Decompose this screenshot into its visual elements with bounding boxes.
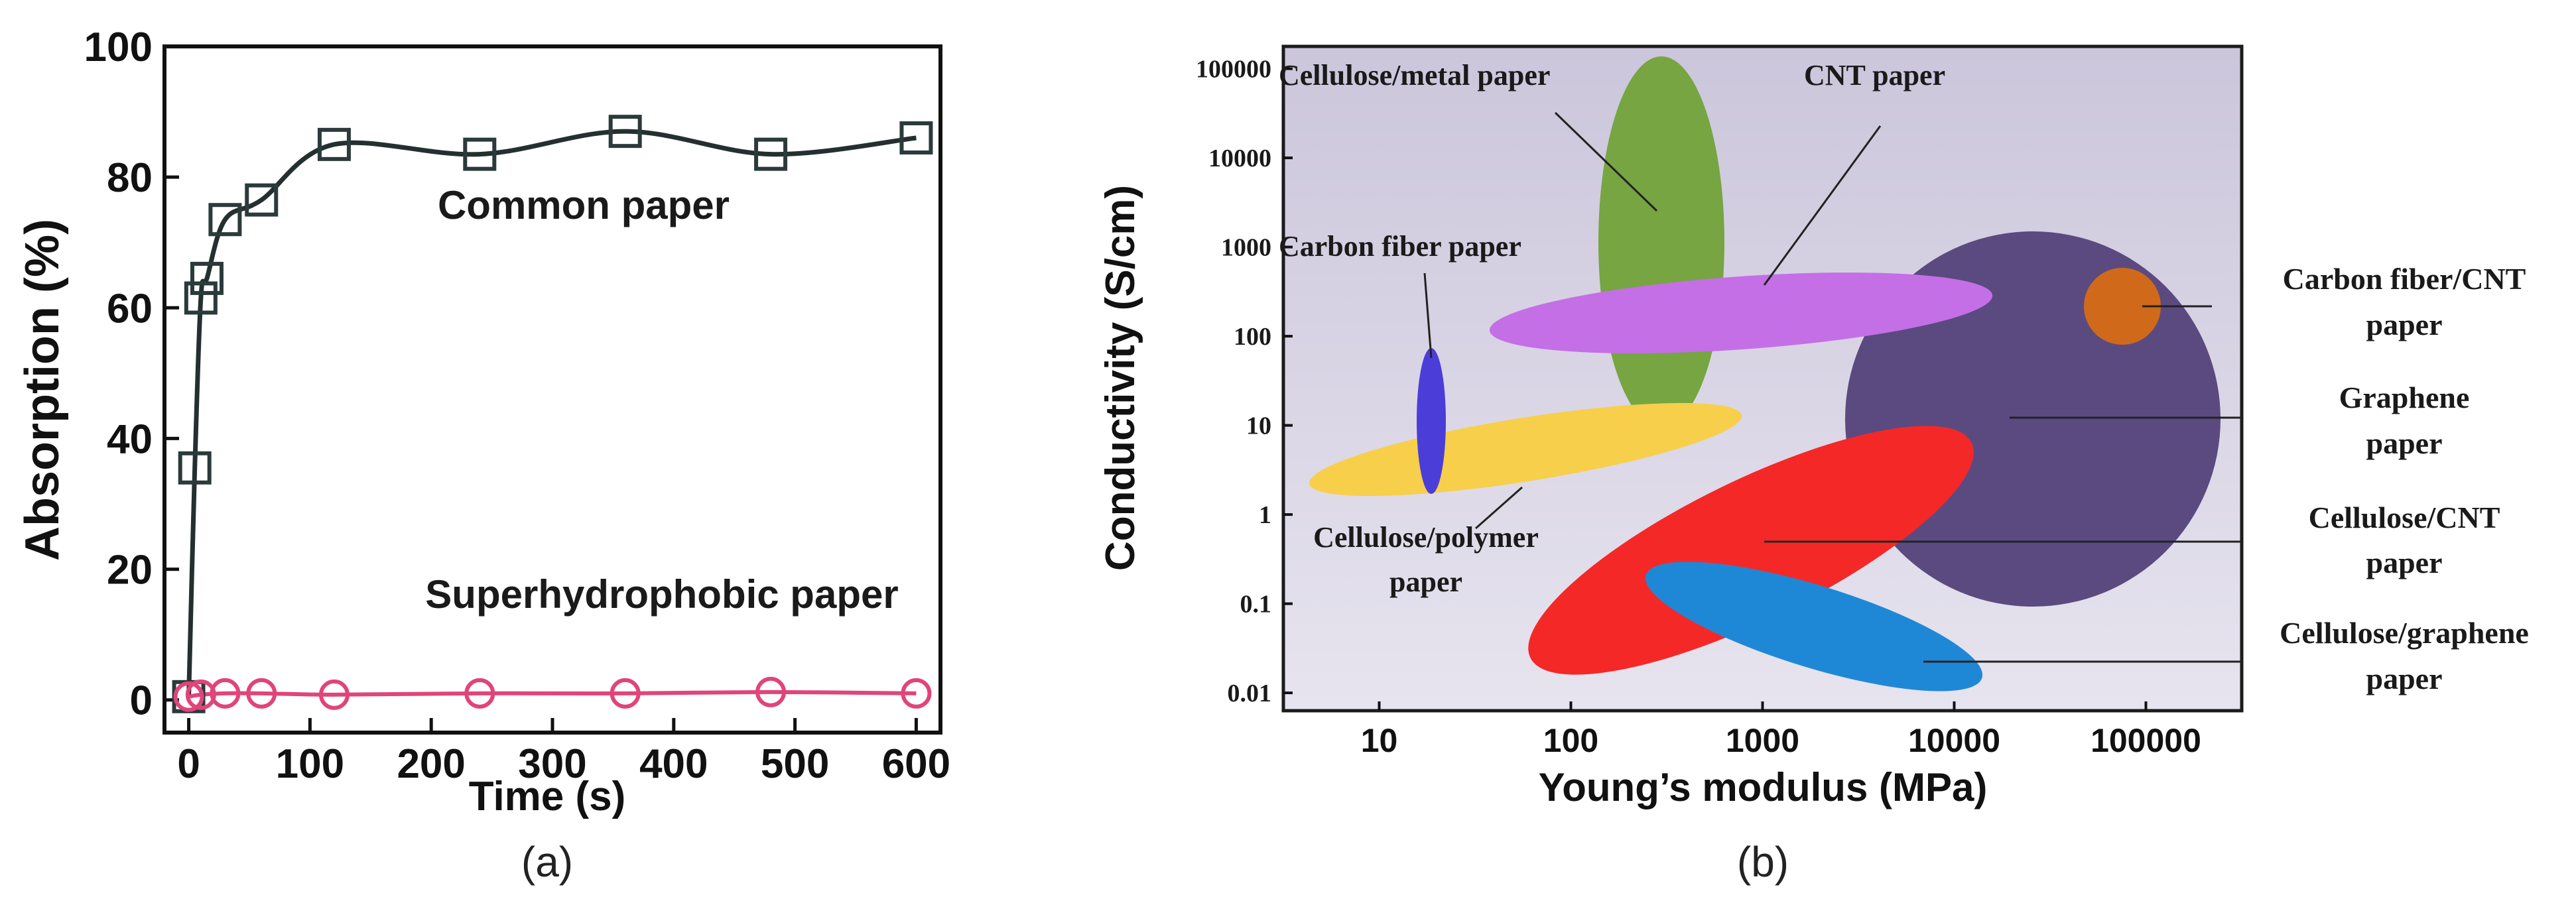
leader-cellulose-metal <box>1554 111 1658 212</box>
y-tick-label: 0 <box>130 678 153 724</box>
label-cellulose-cnt-paper-line2: paper <box>2366 546 2443 579</box>
superhydrophobic-paper-point <box>210 678 241 709</box>
x-tick-label: 500 <box>761 741 829 787</box>
common-paper-point <box>178 451 212 485</box>
label-graphene-paper-line1: Graphene <box>2339 381 2470 414</box>
label-cellulose-polymer-paper-line2: paper <box>1389 566 1462 598</box>
y-tick-label: 100 <box>1234 323 1271 351</box>
superhydrophobic-paper-point <box>185 679 216 710</box>
superhydrophobic-paper-label: Superhydrophobic paper <box>425 572 898 617</box>
label-carbon-fiber-paper: Carbon fiber paper <box>1279 230 1521 263</box>
y-tick-label: 0.01 <box>1228 680 1272 707</box>
cellulose-metal-paper-region <box>1598 56 1724 428</box>
y-tick-label: 10 <box>1246 412 1271 440</box>
label-cellulose-graphene-paper-line1: Cellulose/graphene <box>2280 616 2529 650</box>
x-tick-label: 0 <box>177 741 200 787</box>
common-paper-label: Common paper <box>438 183 730 227</box>
cellulose-polymer-paper-region <box>1309 402 1742 497</box>
y-tick-label: 40 <box>107 416 153 462</box>
panel-a-caption: (a) <box>521 838 573 886</box>
panel-b-y-ticks: 0.01 0.1 1 10 100 1000 10000 100000 <box>1196 56 1293 707</box>
y-tick-label: 1 <box>1259 501 1271 529</box>
common-paper-point <box>463 137 497 171</box>
x-tick-label: 300 <box>518 741 586 787</box>
panel-b-caption: (b) <box>1737 838 1789 886</box>
superhydrophobic-paper-markers <box>173 676 932 712</box>
common-paper-point <box>245 183 279 217</box>
superhydrophobic-paper-point <box>464 678 495 709</box>
panel-a-x-ticks: 0 100 200 300 400 500 600 <box>177 718 950 787</box>
y-tick-label: 20 <box>107 548 153 593</box>
label-carbon-fiber-cnt-paper-line2: paper <box>2366 308 2443 341</box>
x-tick-label: 400 <box>639 741 708 787</box>
panel-a-y-axis-label: Absorption (%) <box>16 219 69 561</box>
common-paper-point <box>754 137 788 171</box>
label-graphene-paper-line2: paper <box>2366 426 2443 460</box>
common-paper-line <box>186 129 917 697</box>
panel-a-y-ticks: 0 20 40 60 80 100 <box>84 25 179 724</box>
leader-cnt <box>1763 125 1882 286</box>
cellulose-graphene-paper-region <box>1645 562 1983 691</box>
superhydrophobic-paper-point <box>755 676 787 707</box>
carbon-fiber-paper-region <box>1417 348 1446 494</box>
superhydrophobic-paper-point <box>246 678 277 709</box>
panel-b-leader-lines <box>1423 111 2242 663</box>
label-carbon-fiber-cnt-paper-line1: Carbon fiber/CNT <box>2283 262 2526 296</box>
panel-a-plot-frame <box>162 44 942 735</box>
x-tick-label: 200 <box>397 741 465 787</box>
superhydrophobic-paper-point <box>173 681 204 712</box>
x-tick-label: 100000 <box>2091 722 2201 759</box>
common-paper-markers <box>172 115 933 713</box>
panel-a-x-axis-label: Time (s) <box>469 774 626 819</box>
label-cellulose-cnt-paper-line1: Cellulose/CNT <box>2309 501 2500 534</box>
y-tick-label: 0.1 <box>1240 591 1272 619</box>
label-cellulose-graphene-paper-line2: paper <box>2366 662 2443 695</box>
panel-b-x-axis-label: Young’s modulus (MPa) <box>1539 765 1988 809</box>
common-paper-point <box>208 203 242 237</box>
x-tick-label: 10 <box>1361 722 1398 759</box>
y-tick-label: 10000 <box>1208 145 1271 172</box>
label-cnt-paper: CNT paper <box>1804 59 1945 91</box>
carbon-fiber-cnt-paper-region <box>2084 268 2161 345</box>
common-paper-point <box>317 127 351 161</box>
y-tick-label: 1000 <box>1221 234 1271 262</box>
panel-b-regions <box>1309 56 2221 691</box>
common-paper-point <box>608 115 642 149</box>
x-tick-label: 1000 <box>1726 722 1799 759</box>
common-paper-point <box>184 281 218 315</box>
x-tick-label: 100 <box>276 741 344 787</box>
panel-b-x-ticks: 10 100 1000 10000 100000 <box>1361 701 2201 759</box>
x-tick-label: 10000 <box>1908 722 2000 759</box>
superhydrophobic-paper-point <box>610 678 641 709</box>
panel-b-y-axis-label: Conductivity (S/cm) <box>1098 185 1143 571</box>
panel-a: 0 20 40 60 80 100 0 100 200 300 400 500 600 Common … <box>16 25 950 886</box>
cellulose-cnt-paper-region <box>1528 426 1974 675</box>
y-tick-label: 60 <box>107 286 153 331</box>
superhydrophobic-paper-point <box>901 678 932 709</box>
common-paper-point <box>190 261 224 295</box>
common-paper-point <box>899 121 933 154</box>
superhydrophobic-paper-line <box>188 689 917 699</box>
label-cellulose-polymer-paper-line1: Cellulose/polymer <box>1313 521 1539 554</box>
label-cellulose-metal-paper: Cellulose/metal paper <box>1279 59 1550 91</box>
cnt-paper-region <box>1489 272 1993 353</box>
y-tick-label: 80 <box>107 155 153 201</box>
leader-carbon-fiber <box>1423 272 1433 359</box>
y-tick-label: 100 <box>84 25 153 70</box>
superhydrophobic-paper-point <box>318 679 350 710</box>
leader-cellulose-polymer <box>1475 486 1523 530</box>
x-tick-label: 100 <box>1543 722 1598 759</box>
y-tick-label: 100000 <box>1196 56 1271 84</box>
x-tick-label: 600 <box>882 741 950 787</box>
